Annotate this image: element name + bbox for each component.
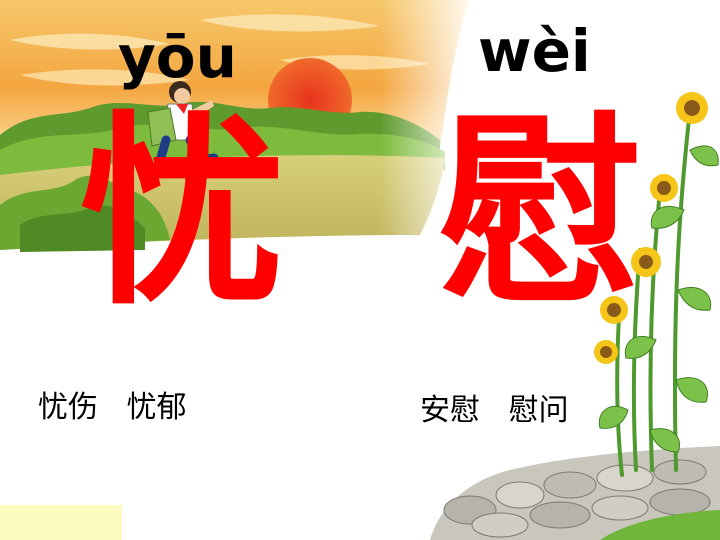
- words-left: 忧伤 忧郁: [38, 390, 187, 425]
- words-right: 安慰 慰问: [420, 393, 569, 428]
- corner-panel: [0, 505, 122, 540]
- sunflower-heads: [594, 92, 708, 364]
- character-right: 慰: [438, 95, 643, 333]
- pinyin-right: wèi: [478, 17, 591, 85]
- running-boy-figure: [145, 81, 219, 177]
- stone-wall: [430, 446, 720, 540]
- pinyin-left: yōu: [118, 23, 237, 91]
- character-left: 忧: [80, 95, 285, 333]
